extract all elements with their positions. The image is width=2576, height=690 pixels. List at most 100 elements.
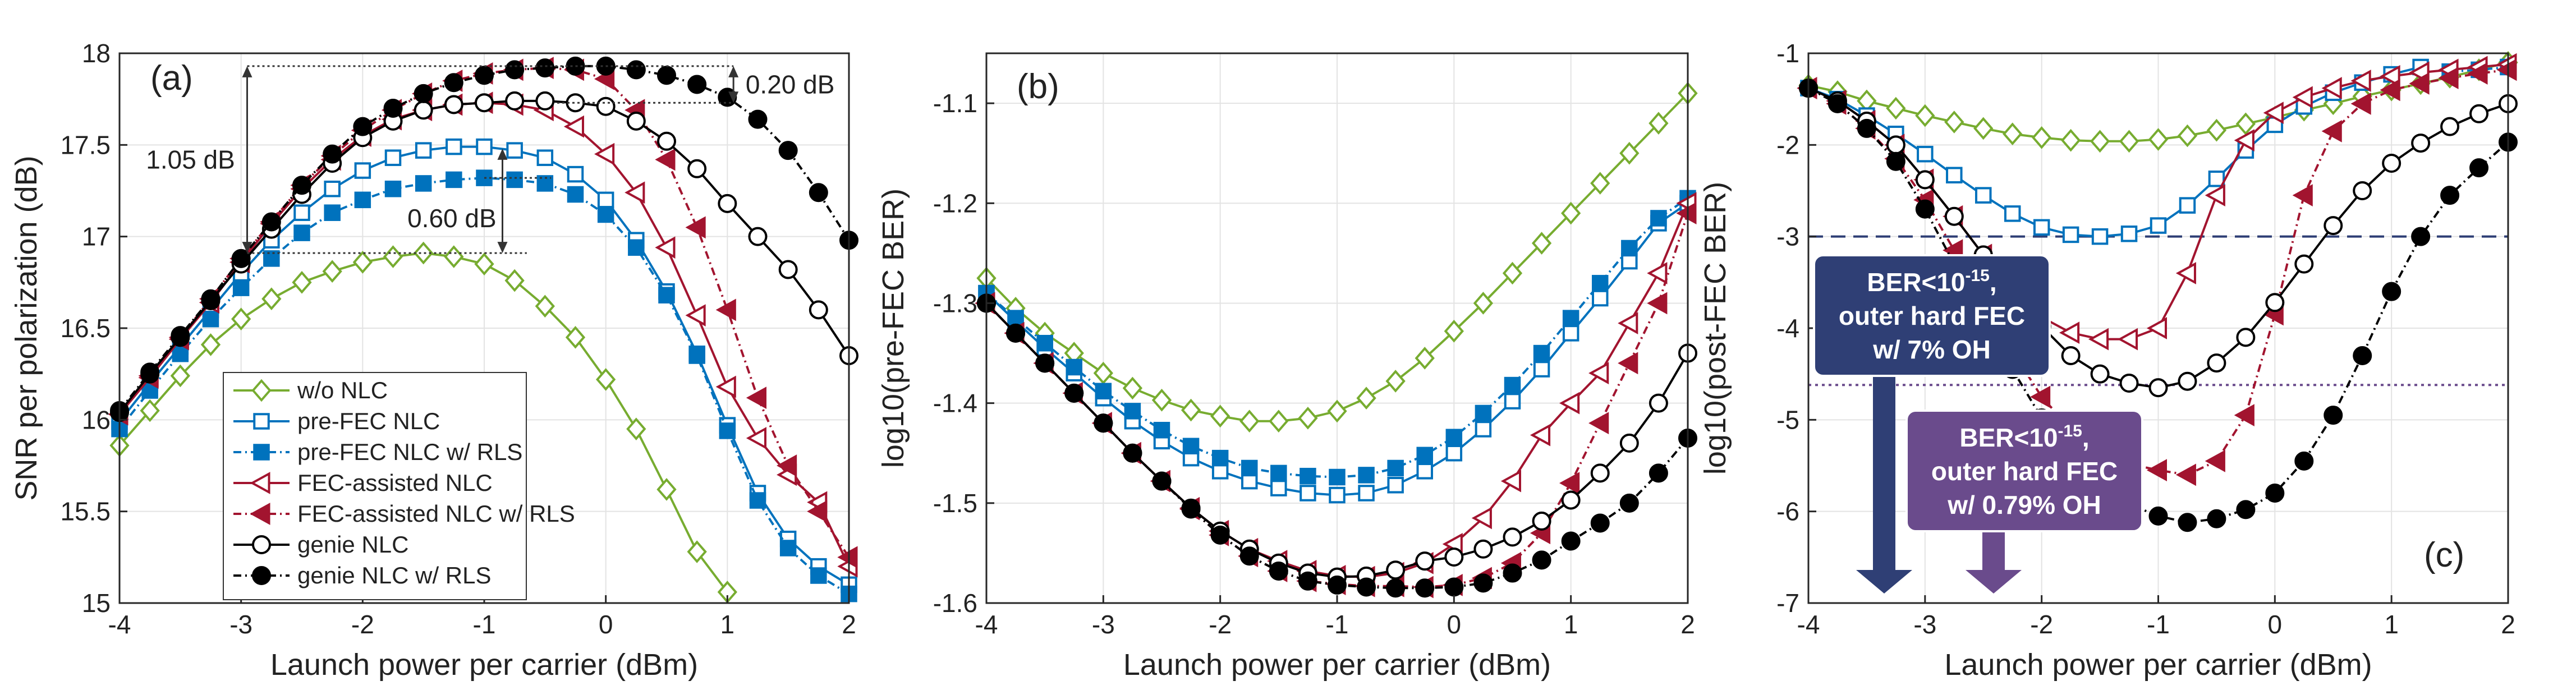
data-point-wo [1973, 117, 1994, 140]
delta-020-label: 0.20 dB [746, 70, 835, 99]
y-tick-label: -1.3 [933, 288, 977, 318]
x-tick-label: -1 [1326, 610, 1349, 639]
data-point-fec [715, 375, 736, 398]
data-point-genR [1503, 563, 1522, 583]
data-point-fec [1500, 470, 1521, 493]
data-point-preR [749, 492, 766, 509]
data-point-wo [231, 307, 251, 330]
data-point-fec [2205, 184, 2225, 207]
series-preR [111, 169, 857, 602]
x-tick-label: 2 [1680, 610, 1695, 639]
data-point-fecR [2467, 62, 2488, 85]
data-point-gen [778, 260, 798, 279]
data-point-wo [474, 252, 494, 275]
data-point-genR [201, 289, 221, 309]
data-point-preR [324, 204, 341, 221]
data-point-preR [1124, 403, 1141, 420]
data-point-pre [1445, 444, 1463, 462]
data-point-gen [2090, 364, 2110, 384]
data-point-wo [1415, 347, 1435, 370]
data-point-wo [1210, 404, 1230, 428]
panel-c: -4 -3 -2 -1 0 1 2 -7 -6 -5 -4 -3 -2 -1 Launch power pe… [1698, 39, 2518, 682]
data-point-pre [2091, 228, 2109, 245]
data-point-preR [202, 310, 219, 328]
data-point-genR [2469, 158, 2489, 178]
fec-box-079-comma: , [2082, 423, 2090, 452]
data-point-preR [415, 175, 432, 192]
data-point-gen [444, 95, 463, 114]
data-point-gen [1590, 463, 1610, 483]
grid [986, 53, 1688, 604]
data-point-gen [1503, 527, 1522, 547]
data-point-pre [1975, 187, 1992, 204]
data-point-preR [1153, 421, 1170, 439]
data-point-genR [2411, 227, 2431, 246]
data-point-pre [1358, 485, 1375, 502]
data-point-preR [1007, 310, 1024, 326]
y-axis-label: log10(post-FEC BER) [1698, 182, 1732, 475]
data-point-fecR [777, 454, 797, 477]
fec-box-7-comma: , [1990, 268, 1997, 297]
data-point-gen [2178, 371, 2197, 391]
data-point-preR [1621, 240, 1638, 257]
data-point-pre [1562, 325, 1579, 342]
x-tick-label: 0 [2268, 610, 2283, 639]
data-point-wo [1886, 96, 1906, 120]
data-point-preR [354, 191, 371, 209]
series-fec [975, 192, 1697, 588]
data-point-genR [1649, 463, 1668, 483]
data-point-preR [810, 567, 827, 584]
data-point-fecR [685, 216, 706, 239]
delta-105-arrow-head-bottom [242, 242, 252, 254]
data-point-fec [1530, 424, 1551, 447]
fec-box-079: BER<10-15, outer hard FEC w/ 0.79% OH [1905, 410, 2143, 532]
data-point-fecR [807, 500, 828, 523]
data-point-preR [1475, 404, 1492, 422]
data-point-gen [748, 227, 768, 246]
data-point-genR [2324, 406, 2343, 425]
data-point-genR [292, 176, 311, 195]
y-tick-label: 15 [82, 588, 111, 618]
data-point-gen [1444, 548, 1464, 567]
data-point-preR [1592, 275, 1609, 292]
data-point-genR [1444, 577, 1464, 597]
data-point-genR [1886, 151, 1905, 171]
data-point-wo [261, 287, 282, 311]
data-point-genR [809, 183, 828, 203]
data-point-pre [1917, 145, 1934, 163]
data-point-fec [1471, 507, 1492, 530]
data-point-genR [778, 141, 798, 160]
y-axis-label: log10(pre-FEC BER) [876, 188, 910, 468]
data-point-genR [1328, 575, 1347, 595]
data-point-wo [2060, 128, 2081, 152]
x-tick-label: -4 [975, 610, 998, 639]
y-tick-label: 17 [82, 222, 111, 251]
data-point-wo [2235, 112, 2256, 136]
data-point-wo [687, 540, 707, 563]
fec-box-079-line2: outer hard FEC [1931, 457, 2118, 486]
data-point-fecR [1588, 412, 1609, 435]
data-point-fecR [746, 387, 766, 410]
x-tick-label: -3 [1092, 610, 1115, 639]
fec-box-079-line1: BER<10-15, [1959, 422, 2089, 452]
data-point-genR [1561, 531, 1581, 551]
y-tick-label: -1.2 [933, 188, 977, 218]
fec-box-7: BER<10-15, outer hard FEC w/ 7% OH [1813, 254, 2051, 377]
data-point-pre [384, 149, 402, 166]
data-point-pre [1475, 421, 1492, 438]
fec-box-7-ber: BER<10 [1867, 268, 1965, 297]
data-point-gen [2119, 374, 2139, 393]
data-point-genR [1239, 546, 1259, 566]
data-point-preR [384, 180, 402, 197]
data-point-fecR [2030, 385, 2051, 408]
arrow-079-head [1966, 570, 2022, 594]
data-point-pre [354, 162, 371, 179]
y-tick-label: -1.1 [933, 89, 977, 118]
data-point-genR [1006, 323, 1026, 343]
legend-label-wo: w/o NLC [297, 377, 388, 403]
fec-box-079-line3: w/ 0.79% OH [1947, 490, 2101, 519]
data-point-preR [779, 540, 797, 556]
data-point-wo [414, 241, 434, 265]
